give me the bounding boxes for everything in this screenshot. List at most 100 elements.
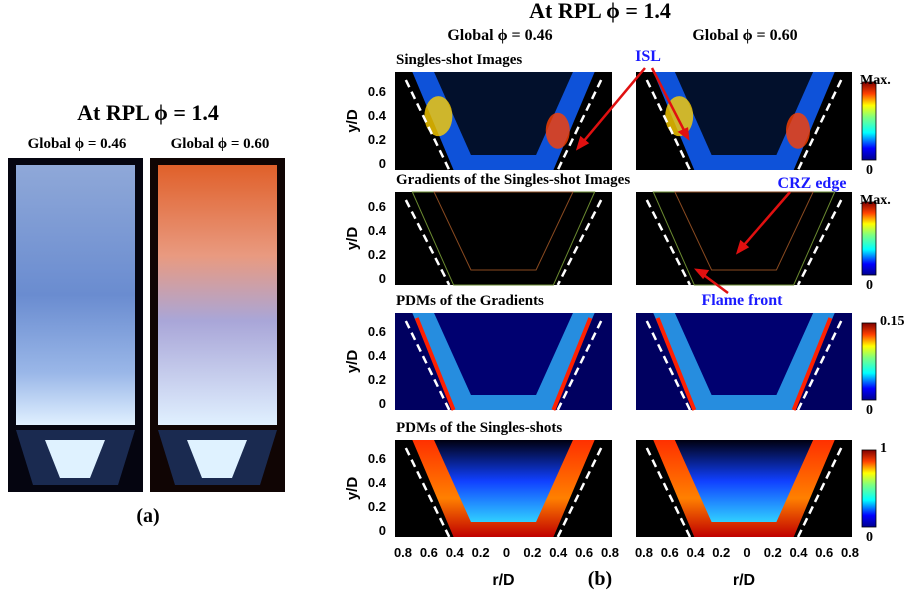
row-title: Gradients of the Singles-shot Images (396, 172, 630, 188)
panel-title: At RPL ϕ = 1.4 (529, 0, 671, 23)
x-tick-label: 0 (503, 545, 510, 560)
x-tick-label: 0 (743, 545, 750, 560)
x-tick-label: 0.8 (841, 545, 859, 560)
y-tick-label: 0.6 (368, 84, 386, 99)
arrows (575, 67, 791, 295)
dashed-line (645, 447, 692, 538)
x-tick-label: 0.6 (420, 545, 438, 560)
colorbar-min-label: 0 (866, 403, 873, 418)
column-label: Global ϕ = 0.46 (447, 27, 552, 44)
x-tick-label: 0.8 (601, 545, 619, 560)
colorbar-max-label: Max. (860, 73, 891, 88)
y-tick-label: 0 (379, 396, 386, 411)
colorbar-min-label: 0 (866, 530, 873, 545)
x-tick-label: 0.8 (635, 545, 653, 560)
x-tick-label: 0.4 (446, 545, 465, 560)
nozzle-glow (45, 440, 105, 478)
nozzle-glow (187, 440, 247, 478)
column-label: Global ϕ = 0.46 (28, 136, 127, 152)
x-tick-label: 0.4 (686, 545, 705, 560)
x-tick-label: 0.4 (789, 545, 808, 560)
y-tick-label: 0 (379, 523, 386, 538)
dashed-line (645, 79, 692, 171)
y-tick-label: 0.4 (368, 475, 387, 490)
x-tick-label: 0.2 (712, 545, 730, 560)
map-background (395, 192, 612, 285)
colorbar (861, 449, 877, 528)
colorbar-max-label: 1 (880, 441, 887, 456)
dashed-line (556, 199, 603, 286)
dashed-line (404, 199, 451, 286)
dashed-line (404, 320, 451, 411)
map-edge (551, 317, 593, 411)
y-tick-label: 0.4 (368, 223, 387, 238)
dashed-line (796, 199, 843, 286)
colorbar-max-label: Max. (860, 193, 891, 208)
dashed-line (796, 320, 843, 411)
y-axis-label: y/D (344, 227, 361, 251)
panel-title: At RPL ϕ = 1.4 (77, 100, 219, 125)
colorbar-min-label: 0 (866, 278, 873, 293)
y-tick-label: 0 (379, 271, 386, 286)
x-axis-label: r/D (492, 572, 514, 589)
x-tick-label: 0.2 (764, 545, 782, 560)
map-edge (791, 317, 833, 411)
map-intensity (674, 440, 814, 522)
colorbar (861, 322, 877, 401)
annotation: Flame front (701, 292, 783, 309)
map-contour (674, 191, 814, 271)
map-intensity (434, 440, 573, 522)
x-tick-label: 0.6 (661, 545, 679, 560)
colorbar (861, 81, 877, 161)
map-edge (655, 317, 697, 411)
row-title: PDMs of the Gradients (396, 293, 544, 309)
dashed-line (645, 320, 692, 411)
x-tick-label: 0.8 (394, 545, 412, 560)
dashed-line (796, 79, 843, 171)
y-axis-label: y/D (344, 350, 361, 374)
x-tick-label: 0.4 (549, 545, 568, 560)
colorbar-max-label: 0.15 (880, 314, 905, 329)
y-tick-label: 0.2 (368, 132, 386, 147)
map-intensity (674, 313, 814, 395)
row-title: Singles-shot Images (396, 52, 522, 68)
dashed-line (404, 79, 451, 171)
map-edge (414, 317, 456, 411)
map-blob (786, 112, 810, 149)
y-tick-label: 0.2 (368, 247, 386, 262)
x-tick-label: 0.6 (575, 545, 593, 560)
colorbar (861, 201, 877, 276)
y-axis-label: y/D (344, 477, 361, 501)
y-tick-label: 0 (379, 156, 386, 171)
dashed-line (556, 447, 603, 538)
map-blob (545, 112, 570, 149)
column-label: Global ϕ = 0.60 (692, 27, 797, 44)
y-tick-label: 0.6 (368, 451, 386, 466)
dashed-line (796, 447, 843, 538)
panel-label: (b) (588, 568, 612, 590)
map-intensity (434, 313, 573, 395)
dashed-line (645, 199, 692, 286)
map-blob (424, 96, 453, 137)
annotation: CRZ edge (778, 175, 847, 192)
y-tick-label: 0.2 (368, 372, 386, 387)
row-title: PDMs of the Singles-shots (396, 420, 562, 436)
y-tick-label: 0.4 (368, 348, 387, 363)
annotation: ISL (635, 48, 661, 65)
map-background (636, 192, 852, 285)
map-intensity (674, 72, 814, 155)
panel-label: (a) (136, 505, 159, 527)
flame-photo (16, 165, 135, 425)
colorbar-min-label: 0 (866, 163, 873, 178)
x-tick-label: 0.6 (815, 545, 833, 560)
column-label: Global ϕ = 0.60 (171, 136, 270, 152)
flame-photo (158, 165, 277, 425)
map-intensity (434, 72, 573, 155)
y-tick-label: 0.6 (368, 199, 386, 214)
dashed-line (404, 447, 451, 538)
y-tick-label: 0.4 (368, 108, 387, 123)
dashed-line (556, 320, 603, 411)
y-tick-label: 0.6 (368, 324, 386, 339)
y-tick-label: 0.2 (368, 499, 386, 514)
